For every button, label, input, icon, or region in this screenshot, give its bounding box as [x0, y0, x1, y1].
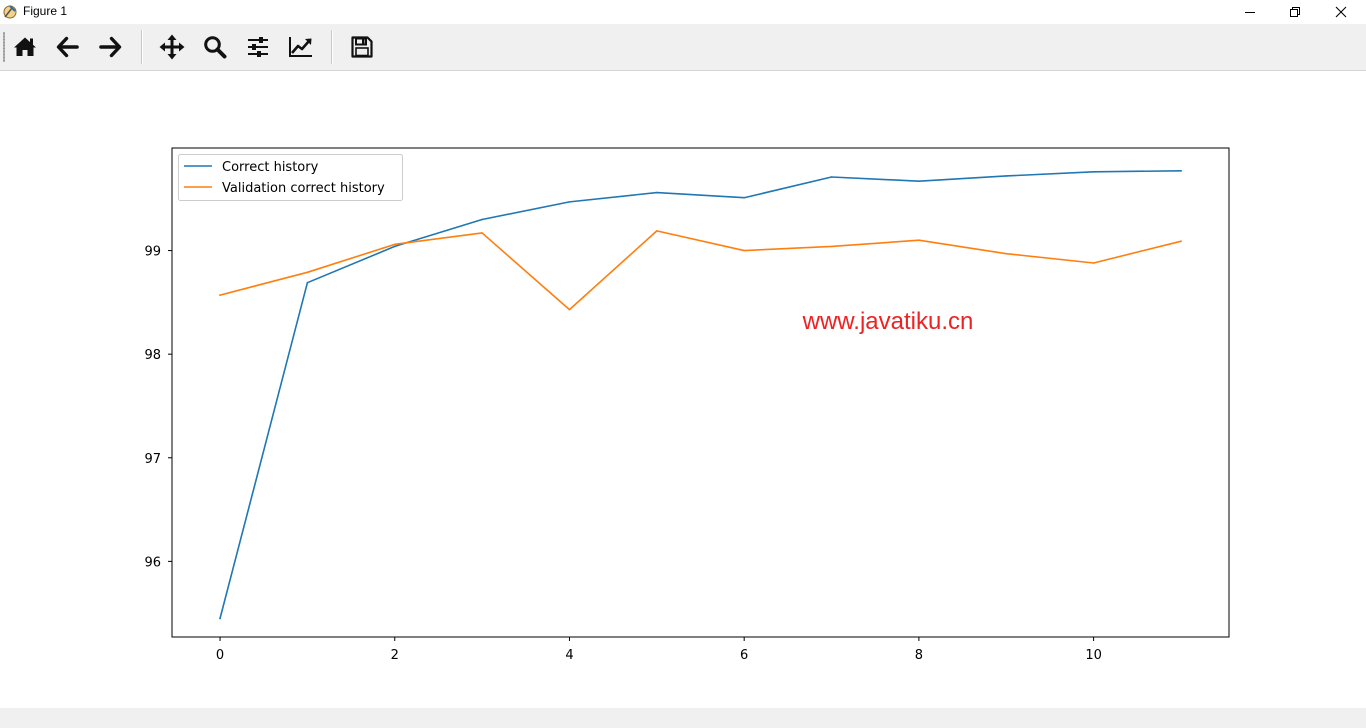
data-point: [656, 191, 658, 194]
legend-label: Correct history: [222, 160, 319, 175]
y-tick-label: 96: [144, 555, 161, 570]
minimize-button[interactable]: [1227, 0, 1273, 24]
data-point: [743, 249, 745, 252]
data-point: [656, 230, 658, 232]
arrow-left-icon: [56, 36, 79, 58]
restore-icon: [1290, 7, 1300, 17]
data-point: [481, 218, 483, 221]
magnifier-icon: [204, 36, 227, 59]
legend-label: Validation correct history: [222, 181, 385, 196]
forward-button[interactable]: [93, 31, 127, 63]
minimize-icon: [1245, 12, 1255, 13]
close-icon: [1335, 6, 1347, 18]
sliders-icon: [248, 37, 268, 57]
y-tick-label: 99: [144, 245, 161, 260]
plot-frame: [171, 147, 1230, 638]
restore-button[interactable]: [1272, 0, 1318, 24]
data-point: [1005, 252, 1008, 255]
save-button[interactable]: [345, 31, 379, 63]
home-icon: [14, 37, 36, 56]
status-bar: [0, 708, 1366, 728]
x-tick-label: 2: [391, 648, 399, 663]
toolbar-separator: [141, 30, 143, 64]
zoom-button[interactable]: [198, 31, 232, 63]
data-point: [918, 180, 920, 182]
data-point: [219, 617, 221, 620]
configure-subplots-button[interactable]: [241, 31, 275, 63]
data-point: [918, 239, 920, 242]
home-button[interactable]: [8, 31, 42, 63]
x-tick-label: 8: [915, 648, 923, 663]
x-tick-label: 0: [216, 648, 224, 663]
figure-canvas[interactable]: 0 2 4 6 8 10 96 97 98 99 Correct history Validatio…: [0, 71, 1366, 708]
legend-box: [178, 154, 403, 201]
y-tick-label: 97: [144, 452, 161, 467]
arrow-right-icon: [99, 36, 122, 58]
line-chart: 0 2 4 6 8 10 96 97 98 99 Correct history Validatio…: [144, 147, 1230, 663]
data-point: [481, 232, 483, 234]
close-button[interactable]: [1318, 0, 1364, 24]
data-point: [1180, 240, 1182, 243]
data-point: [1092, 171, 1095, 173]
line-chart-icon: [289, 37, 312, 57]
window-title: Figure 1: [23, 4, 68, 18]
x-tick-label: 6: [740, 648, 748, 663]
data-point: [830, 176, 833, 178]
toolbar-grip[interactable]: [3, 32, 5, 62]
data-point: [393, 245, 396, 248]
move-icon: [159, 34, 185, 60]
x-tick-label: 10: [1085, 648, 1102, 663]
series-line-1: [219, 230, 1182, 311]
data-point: [393, 243, 396, 246]
data-point: [568, 201, 571, 203]
toolbar-separator: [331, 30, 333, 64]
data-point: [1180, 169, 1182, 172]
app-icon: [3, 5, 17, 19]
data-point: [306, 271, 309, 274]
pan-button[interactable]: [155, 31, 189, 63]
data-point: [743, 196, 745, 199]
y-tick-label: 98: [144, 348, 161, 363]
data-point: [219, 294, 221, 296]
data-point: [306, 281, 309, 284]
series-line-0: [219, 169, 1182, 620]
back-button[interactable]: [51, 31, 85, 63]
edit-axis-button[interactable]: [284, 31, 318, 63]
data-point: [830, 245, 833, 248]
x-tick-label: 4: [565, 648, 573, 663]
navigation-toolbar: [0, 24, 1366, 71]
data-point: [1092, 262, 1095, 264]
title-bar: Figure 1: [0, 0, 1366, 24]
floppy-disk-icon: [351, 36, 373, 58]
data-point: [1005, 175, 1008, 177]
data-point: [568, 308, 571, 311]
watermark-text: www.javatiku.cn: [802, 308, 974, 335]
